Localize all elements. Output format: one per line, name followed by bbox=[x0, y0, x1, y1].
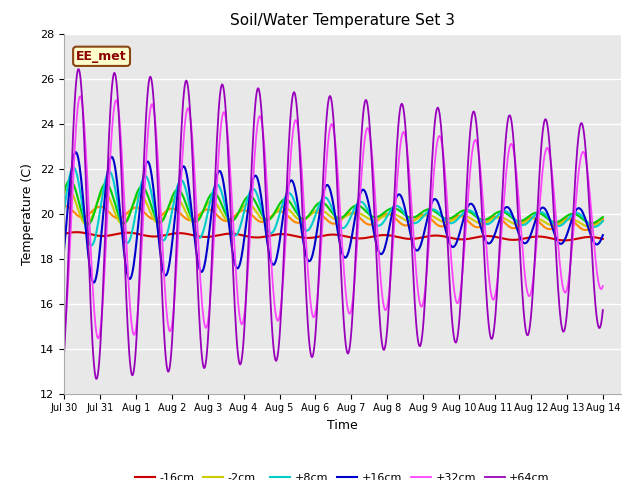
-2cm bbox=[599, 218, 607, 224]
+64cm bbox=[70, 117, 77, 123]
+16cm bbox=[90, 280, 98, 286]
-16cm bbox=[181, 231, 189, 237]
+64cm bbox=[92, 376, 100, 382]
Line: +16cm: +16cm bbox=[64, 152, 603, 283]
+2cm bbox=[84, 221, 92, 227]
-8cm bbox=[60, 203, 68, 209]
+8cm bbox=[70, 165, 78, 171]
-2cm bbox=[399, 216, 407, 222]
Line: -2cm: -2cm bbox=[64, 189, 603, 227]
+64cm bbox=[127, 366, 134, 372]
+16cm bbox=[599, 232, 607, 238]
+32cm bbox=[95, 336, 102, 341]
Line: -8cm: -8cm bbox=[64, 206, 603, 230]
-2cm bbox=[181, 207, 189, 213]
-2cm bbox=[209, 198, 217, 204]
+64cm bbox=[74, 66, 82, 72]
-8cm bbox=[399, 222, 406, 228]
-16cm bbox=[73, 229, 81, 235]
+32cm bbox=[60, 334, 68, 339]
Line: +2cm: +2cm bbox=[64, 180, 603, 224]
+32cm bbox=[401, 130, 408, 135]
+8cm bbox=[416, 217, 424, 223]
+2cm bbox=[70, 184, 78, 190]
+8cm bbox=[182, 185, 189, 191]
+8cm bbox=[401, 210, 408, 216]
+16cm bbox=[401, 203, 408, 208]
+2cm bbox=[599, 214, 607, 220]
Line: +64cm: +64cm bbox=[64, 69, 603, 379]
+32cm bbox=[210, 236, 218, 242]
+16cm bbox=[127, 275, 134, 281]
+16cm bbox=[210, 190, 218, 196]
+8cm bbox=[599, 218, 607, 224]
+8cm bbox=[210, 186, 218, 192]
+64cm bbox=[599, 307, 607, 313]
Title: Soil/Water Temperature Set 3: Soil/Water Temperature Set 3 bbox=[230, 13, 455, 28]
-16cm bbox=[599, 236, 607, 242]
+2cm bbox=[182, 199, 189, 205]
+8cm bbox=[60, 208, 68, 214]
+16cm bbox=[182, 166, 189, 172]
+64cm bbox=[210, 206, 218, 212]
-2cm bbox=[586, 224, 593, 229]
Y-axis label: Temperature (C): Temperature (C) bbox=[22, 163, 35, 264]
-16cm bbox=[399, 235, 407, 241]
-8cm bbox=[125, 208, 133, 214]
-8cm bbox=[180, 214, 188, 220]
-8cm bbox=[599, 216, 607, 222]
+32cm bbox=[182, 116, 189, 122]
Line: -16cm: -16cm bbox=[64, 232, 603, 240]
+8cm bbox=[88, 242, 95, 248]
-16cm bbox=[70, 229, 77, 235]
-8cm bbox=[582, 227, 589, 233]
+2cm bbox=[127, 209, 134, 215]
-2cm bbox=[65, 186, 72, 192]
+2cm bbox=[416, 211, 424, 216]
Text: EE_met: EE_met bbox=[76, 50, 127, 63]
-2cm bbox=[126, 209, 134, 215]
-2cm bbox=[70, 196, 78, 202]
-2cm bbox=[60, 191, 68, 197]
+32cm bbox=[599, 283, 607, 289]
-16cm bbox=[415, 235, 423, 241]
+2cm bbox=[60, 189, 68, 194]
X-axis label: Time: Time bbox=[327, 419, 358, 432]
+32cm bbox=[77, 94, 84, 99]
+2cm bbox=[401, 212, 408, 217]
-16cm bbox=[126, 230, 134, 236]
+64cm bbox=[60, 352, 68, 358]
-2cm bbox=[415, 215, 423, 220]
-8cm bbox=[209, 208, 216, 214]
+64cm bbox=[416, 343, 424, 349]
+2cm bbox=[66, 178, 74, 183]
+16cm bbox=[72, 149, 80, 155]
+64cm bbox=[182, 79, 189, 85]
+32cm bbox=[127, 312, 134, 318]
+2cm bbox=[210, 190, 218, 196]
+8cm bbox=[127, 234, 134, 240]
+16cm bbox=[60, 248, 68, 253]
+32cm bbox=[416, 301, 424, 307]
-8cm bbox=[70, 209, 77, 215]
+8cm bbox=[70, 165, 77, 170]
Line: +8cm: +8cm bbox=[64, 168, 603, 245]
-16cm bbox=[561, 238, 568, 243]
+64cm bbox=[401, 112, 408, 118]
+16cm bbox=[70, 154, 77, 159]
Legend: -16cm, -8cm, -2cm, +2cm, +8cm, +16cm, +32cm, +64cm: -16cm, -8cm, -2cm, +2cm, +8cm, +16cm, +3… bbox=[131, 469, 554, 480]
Line: +32cm: +32cm bbox=[64, 96, 603, 338]
-8cm bbox=[415, 214, 422, 220]
-16cm bbox=[60, 231, 68, 237]
+16cm bbox=[416, 244, 424, 250]
+32cm bbox=[70, 164, 77, 169]
-16cm bbox=[209, 233, 217, 239]
